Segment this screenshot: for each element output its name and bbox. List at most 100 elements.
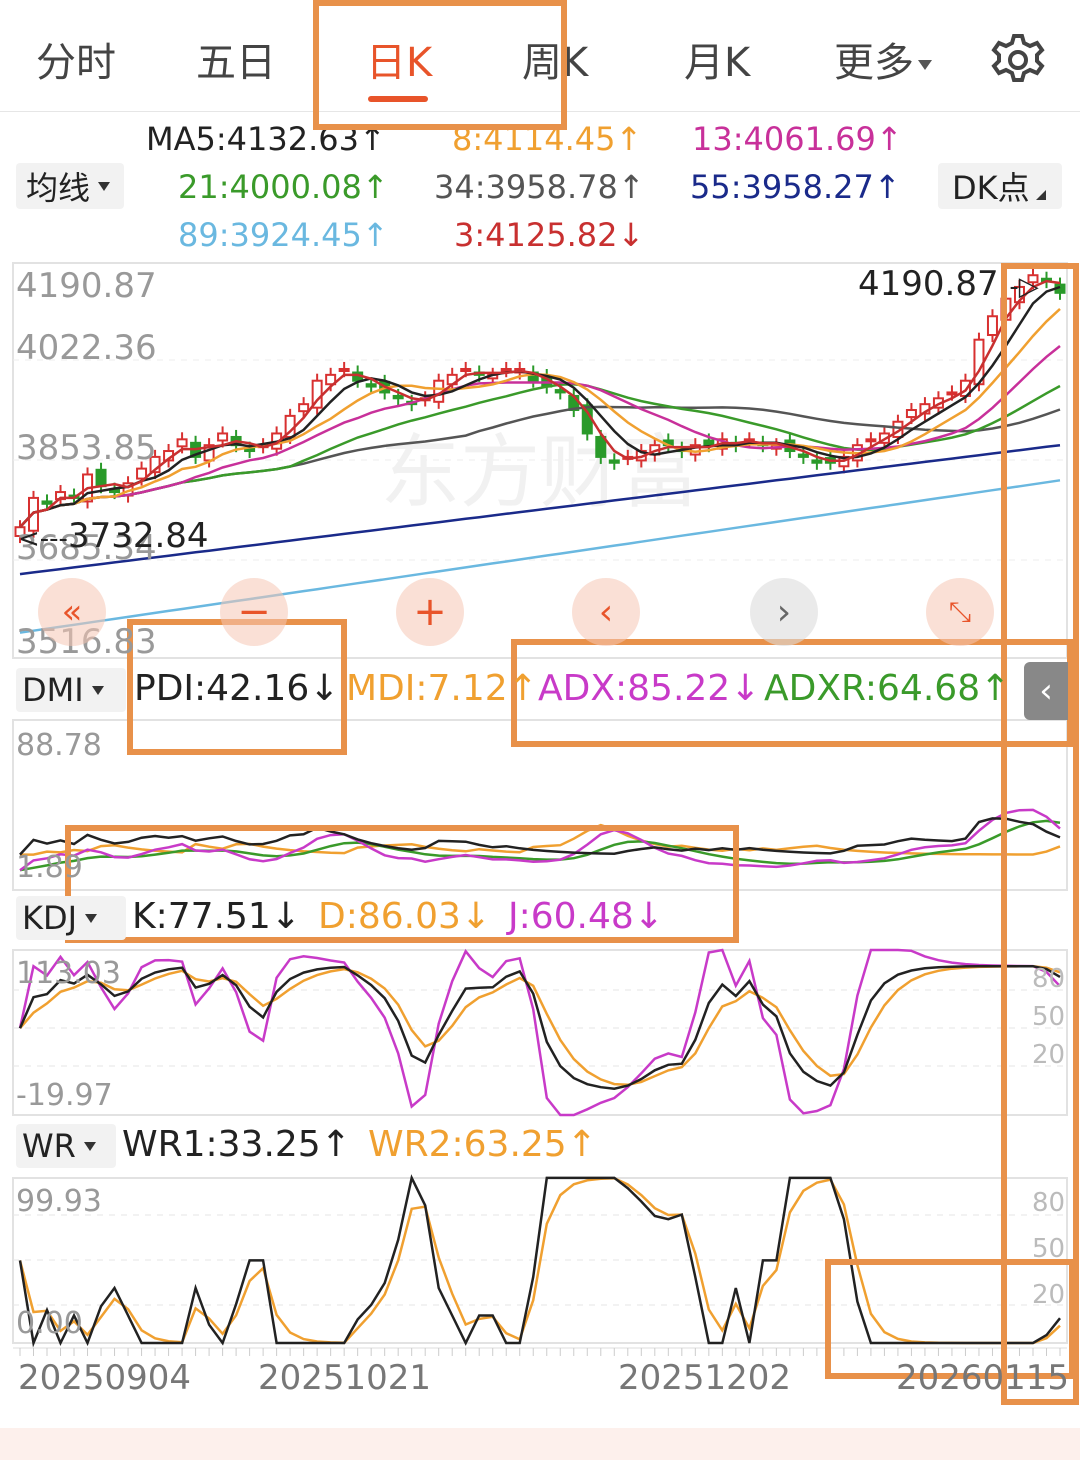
tab-daily-k[interactable]: 日K bbox=[366, 40, 433, 86]
dk-point-button[interactable]: DK点 bbox=[938, 163, 1062, 209]
fullscreen-button[interactable]: ⤡ bbox=[926, 578, 994, 646]
candle-body bbox=[41, 500, 53, 505]
candle-body bbox=[905, 409, 917, 419]
active-tab-indicator bbox=[368, 96, 428, 102]
kdj-k-value: K:77.51↓ bbox=[132, 896, 301, 937]
price-axis-level-3: 3853.85 bbox=[16, 428, 157, 468]
tab-weekly-k[interactable]: 周K bbox=[522, 40, 589, 86]
price-axis-level-4: 3685.34 bbox=[16, 528, 157, 568]
ma55-value: 55:3958.27↑ bbox=[690, 168, 901, 206]
kdj-k-line bbox=[18, 964, 1061, 1090]
candle-body bbox=[325, 373, 337, 386]
kdj-indicator-dropdown[interactable]: KDJ bbox=[16, 896, 126, 940]
zoom-in-button[interactable]: + bbox=[396, 578, 464, 646]
candle-body bbox=[392, 394, 404, 400]
candle-body bbox=[689, 444, 701, 456]
kdj-ref-20-label: 20 bbox=[1032, 1040, 1066, 1070]
date-label-3: 20251202 bbox=[618, 1358, 792, 1398]
scroll-to-start-button[interactable]: « bbox=[38, 578, 106, 646]
annotation-box-wr bbox=[825, 1259, 1075, 1379]
dmi-adx-line bbox=[19, 808, 1061, 872]
corner-triangle-icon bbox=[1035, 190, 1046, 200]
kdj-d-value: D:86.03↓ bbox=[318, 896, 492, 937]
wr-ref-80-label: 80 bbox=[1032, 1188, 1066, 1218]
dmi-adx-value: ADX:85.22↓ bbox=[538, 668, 761, 709]
candle-body bbox=[217, 432, 229, 442]
kdj-j-line bbox=[18, 948, 1061, 1117]
candle-body bbox=[811, 459, 823, 464]
wr-indicator-dropdown[interactable]: WR bbox=[16, 1124, 116, 1168]
chevron-down-icon bbox=[83, 1141, 96, 1151]
ma-type-label: 均线 bbox=[26, 169, 91, 207]
ma89-line bbox=[19, 479, 1061, 634]
candle-body bbox=[460, 367, 472, 372]
chevron-left-icon: ‹ bbox=[598, 591, 614, 633]
tab-five-day[interactable]: 五日 bbox=[196, 40, 276, 86]
candle-body bbox=[1027, 274, 1039, 284]
annotation-box-latest bbox=[1001, 263, 1079, 1405]
annotation-box-kdj bbox=[65, 825, 739, 943]
dmi-indicator-dropdown[interactable]: DMI bbox=[16, 668, 126, 712]
candle-body bbox=[338, 367, 350, 372]
scroll-left-button[interactable]: ‹ bbox=[572, 578, 640, 646]
candle-body bbox=[136, 467, 148, 480]
double-chevron-left-icon: « bbox=[61, 592, 83, 632]
annotation-box-daily-k bbox=[313, 0, 567, 130]
kdj-d-line bbox=[19, 964, 1061, 1087]
wr2-line bbox=[18, 1176, 1061, 1345]
plus-icon: + bbox=[413, 589, 447, 635]
low-price-marker: <---3732.84 bbox=[18, 516, 209, 556]
kdj-axis-bottom: -19.97 bbox=[16, 1078, 113, 1113]
ma13-value: 13:4061.69↑ bbox=[692, 120, 903, 158]
chevron-down-icon bbox=[918, 60, 932, 70]
kdj-axis-top: 113.03 bbox=[16, 956, 121, 991]
arrow-right-icon: -▷ bbox=[1009, 272, 1039, 302]
candle-body bbox=[365, 383, 377, 388]
chevron-down-icon bbox=[91, 685, 104, 695]
ma-type-dropdown[interactable]: 均线 bbox=[16, 163, 124, 209]
dmi-lines bbox=[19, 808, 1061, 872]
wr-axis-bottom: 0.00 bbox=[16, 1306, 83, 1341]
candle-body bbox=[298, 403, 310, 413]
candle-body bbox=[14, 526, 26, 538]
kdj-j-value: J:60.48↓ bbox=[508, 896, 664, 937]
dmi-axis-bottom: 1.89 bbox=[16, 850, 83, 885]
tab-intraday[interactable]: 分时 bbox=[36, 40, 116, 86]
high-price-marker: 4190.87 -▷ bbox=[858, 264, 1039, 304]
wr-axis-top: 99.93 bbox=[16, 1184, 102, 1219]
ma55-line bbox=[19, 443, 1061, 576]
dmi-pdi-line bbox=[19, 817, 1061, 856]
kdj-ref-50-label: 50 bbox=[1032, 1002, 1066, 1032]
chevron-down-icon bbox=[85, 913, 98, 923]
candle-body bbox=[595, 435, 607, 458]
kdj-panel-frame bbox=[12, 949, 1068, 1116]
kdj-lines bbox=[18, 948, 1061, 1117]
more-label: 更多 bbox=[834, 40, 914, 86]
collapse-panel-button[interactable]: ‹ bbox=[1024, 662, 1068, 720]
bottom-bar bbox=[0, 1428, 1080, 1460]
chevron-right-icon: › bbox=[776, 591, 792, 633]
wr2-value: WR2:63.25↑ bbox=[368, 1124, 597, 1165]
candle-body bbox=[946, 391, 958, 396]
more-periods-button[interactable]: 更多 bbox=[834, 30, 932, 88]
arrow-left-icon: <--- bbox=[18, 524, 68, 554]
kdj-ref-80-label: 80 bbox=[1032, 964, 1066, 994]
tab-monthly-k[interactable]: 月K bbox=[684, 40, 751, 86]
ma13-line bbox=[19, 345, 1061, 529]
dmi-adxr-value: ADXR:64.68↑ bbox=[764, 668, 1011, 709]
period-tabbar: 分时 五日 日K 周K 月K 更多 bbox=[0, 0, 1080, 112]
wr-indicator-label: WR bbox=[22, 1127, 76, 1165]
wr1-line bbox=[18, 1174, 1061, 1348]
dmi-indicator-label: DMI bbox=[22, 671, 84, 709]
ma21-value: 21:4000.08↑ bbox=[178, 168, 389, 206]
dmi-panel-frame bbox=[12, 719, 1068, 891]
settings-gear-icon[interactable] bbox=[990, 32, 1046, 88]
zoom-out-button[interactable]: − bbox=[220, 578, 288, 646]
candle-body bbox=[95, 468, 107, 488]
ma89-value: 89:3924.45↑ bbox=[178, 216, 389, 254]
dmi-pdi-value: PDI:42.16↓ bbox=[134, 668, 340, 709]
wr-lines bbox=[18, 1174, 1061, 1348]
date-label-1: 20250904 bbox=[18, 1358, 192, 1398]
scroll-right-button[interactable]: › bbox=[750, 578, 818, 646]
